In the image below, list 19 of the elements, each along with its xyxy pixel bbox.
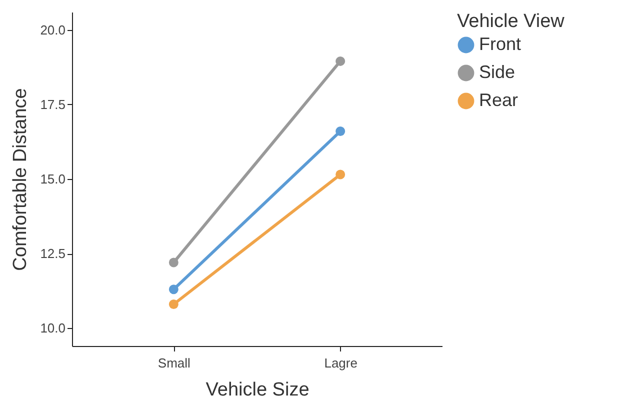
y-tick-label: 17.5 — [40, 96, 66, 112]
legend-label: Front — [479, 34, 522, 54]
legend-label: Side — [479, 62, 516, 82]
y-tick-label: 20.0 — [40, 22, 66, 38]
legend-label: Rear — [479, 90, 518, 110]
point — [336, 56, 346, 66]
x-tick-label: Small — [158, 356, 191, 370]
y-axis-title: Comfortable Distance — [10, 88, 32, 271]
y-tick-label: 10.0 — [40, 320, 66, 336]
point — [168, 284, 178, 294]
point — [168, 258, 178, 268]
y-tick-label: 12.5 — [40, 246, 66, 262]
x-tick-label: Lagre — [324, 356, 358, 370]
point — [336, 170, 346, 180]
y-tick-label: 15.0 — [40, 172, 66, 186]
point — [336, 126, 346, 136]
legend-title: Vehicle View — [457, 11, 565, 32]
x-axis-title: Vehicle Size — [206, 380, 310, 400]
point — [168, 300, 178, 309]
